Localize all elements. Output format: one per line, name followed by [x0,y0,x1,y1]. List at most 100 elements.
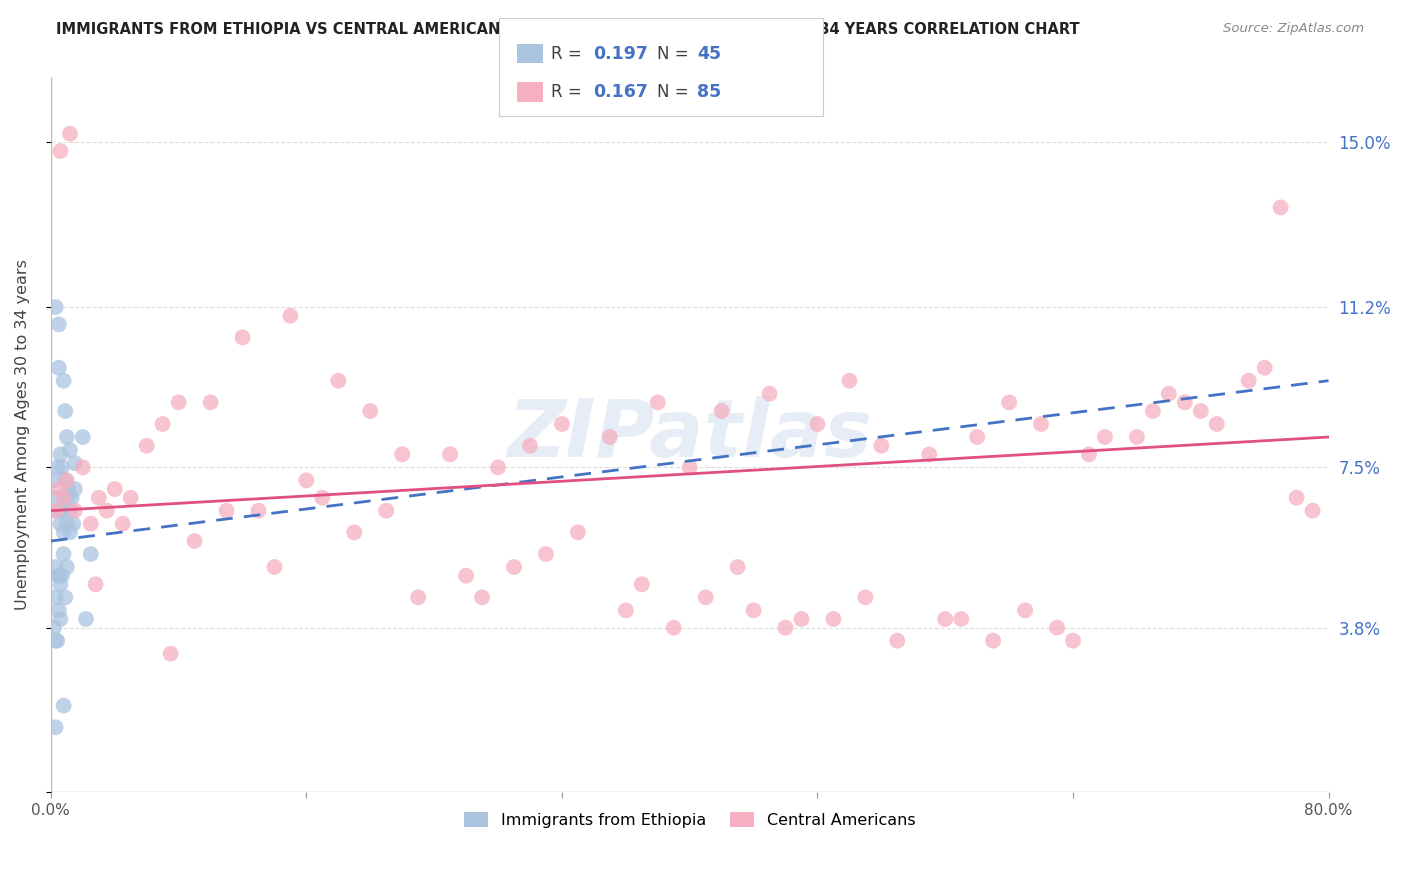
Point [695,591,717,605]
Point [870,439,893,453]
Point [295,474,318,488]
Point [934,612,956,626]
Point [48,482,70,496]
Point [200,395,222,409]
Point [1302,504,1324,518]
Point [48,318,70,332]
Point [950,612,973,626]
Point [981,633,1004,648]
Point [46,491,69,505]
Point [998,395,1021,409]
Point [406,591,429,605]
Point [53,404,76,418]
Point [710,404,733,418]
Point [439,447,461,461]
Point [886,633,908,648]
Point [231,330,253,344]
Point [45,504,67,518]
Point [62,516,84,531]
Point [59,127,82,141]
Point [1014,603,1036,617]
Point [311,491,333,505]
Point [519,439,541,453]
Point [1094,430,1116,444]
Point [966,430,988,444]
Point [49,144,72,158]
Point [51,460,73,475]
Point [52,698,75,713]
Text: R =: R = [551,83,588,101]
Point [758,386,780,401]
Point [72,460,94,475]
Point [775,621,797,635]
Point [1253,360,1275,375]
Point [1078,447,1101,461]
Text: Source: ZipAtlas.com: Source: ZipAtlas.com [1223,22,1364,36]
Point [567,525,589,540]
Point [918,447,941,461]
Point [42,621,65,635]
Point [823,612,845,626]
Point [662,621,685,635]
Point [46,460,69,475]
Point [63,456,86,470]
Point [80,516,103,531]
Point [48,360,70,375]
Point [56,474,79,488]
Point [806,417,828,431]
Point [486,460,509,475]
Point [1270,201,1292,215]
Point [790,612,813,626]
Point [58,482,80,496]
Point [45,591,67,605]
Point [49,577,72,591]
Point [59,443,82,458]
Point [75,612,97,626]
Point [152,417,174,431]
Point [471,591,494,605]
Point [111,516,134,531]
Point [48,568,70,582]
Text: ZIPatlas: ZIPatlas [508,396,872,474]
Point [49,612,72,626]
Point [46,504,69,518]
Text: 85: 85 [697,83,721,101]
Point [391,447,413,461]
Point [359,404,381,418]
Point [551,417,574,431]
Point [56,491,79,505]
Text: 0.167: 0.167 [593,83,648,101]
Point [48,603,70,617]
Point [1189,404,1212,418]
Point [45,633,67,648]
Point [630,577,652,591]
Point [159,647,181,661]
Point [742,603,765,617]
Point [51,568,73,582]
Point [45,300,67,314]
Point [52,525,75,540]
Text: R =: R = [551,45,588,62]
Point [135,439,157,453]
Point [104,482,127,496]
Point [84,577,107,591]
Point [48,568,70,582]
Point [51,504,73,518]
Point [534,547,557,561]
Text: N =: N = [657,45,693,62]
Text: IMMIGRANTS FROM ETHIOPIA VS CENTRAL AMERICAN UNEMPLOYMENT AMONG AGES 30 TO 34 YE: IMMIGRANTS FROM ETHIOPIA VS CENTRAL AMER… [56,22,1080,37]
Point [343,525,366,540]
Y-axis label: Unemployment Among Ages 30 to 34 years: Unemployment Among Ages 30 to 34 years [15,260,30,610]
Text: 0.197: 0.197 [593,45,648,62]
Point [59,525,82,540]
Point [60,491,83,505]
Point [280,309,302,323]
Point [1174,395,1197,409]
Point [328,374,350,388]
Point [647,395,669,409]
Point [375,504,398,518]
Point [56,430,79,444]
Point [96,504,118,518]
Point [263,560,285,574]
Point [72,430,94,444]
